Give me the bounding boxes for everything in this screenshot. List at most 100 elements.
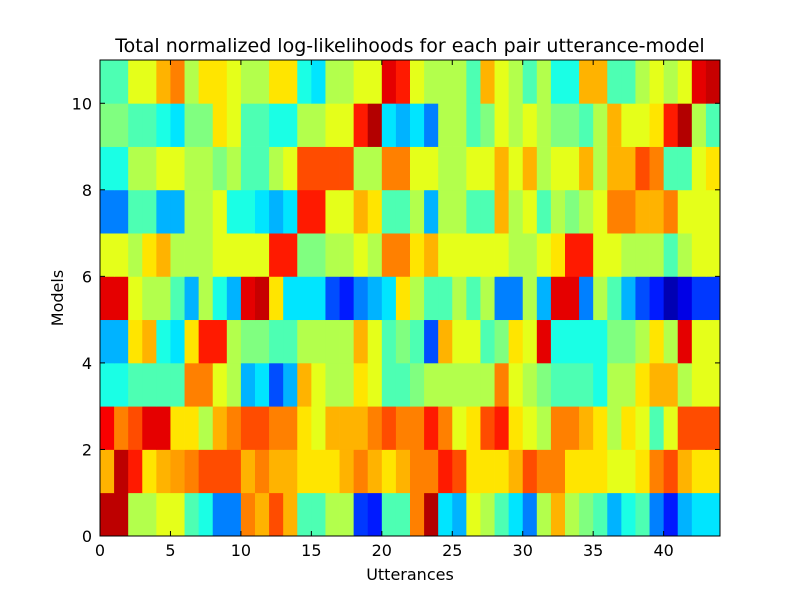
heatmap-cell — [452, 492, 467, 537]
heatmap-cell — [395, 146, 411, 191]
heatmap-cell — [395, 319, 411, 364]
heatmap-cell — [240, 449, 256, 494]
heatmap-cell — [367, 233, 383, 277]
heatmap-cell — [565, 362, 580, 407]
heatmap-cell — [142, 233, 157, 277]
heatmap-cell — [198, 60, 214, 104]
heatmap-cell — [367, 362, 383, 407]
heatmap-cell — [466, 146, 481, 191]
heatmap-cell — [353, 189, 369, 234]
heatmap-cell — [410, 406, 425, 450]
heatmap-cell — [353, 362, 369, 407]
heatmap-cell — [184, 233, 200, 277]
heatmap-cell — [438, 146, 453, 191]
heatmap-cell — [353, 319, 369, 364]
heatmap-cell — [494, 146, 510, 191]
heatmap-cell — [677, 492, 693, 537]
heatmap-cell — [255, 319, 270, 364]
heatmap-cell — [353, 492, 369, 537]
heatmap-cell — [367, 60, 383, 104]
heatmap-cell — [381, 406, 397, 450]
heatmap-cell — [142, 406, 157, 450]
heatmap-cell — [494, 189, 510, 234]
heatmap-cell — [170, 449, 185, 494]
x-tick-label: 40 — [653, 541, 673, 560]
heatmap-cell — [353, 449, 369, 494]
heatmap-cell — [663, 276, 679, 321]
heatmap-cell — [410, 103, 425, 147]
heatmap-cell — [663, 319, 679, 364]
heatmap-cell — [691, 189, 707, 234]
heatmap-cell — [283, 146, 298, 191]
heatmap-cell — [565, 406, 580, 450]
heatmap-cell — [480, 362, 495, 407]
heatmap-cell — [255, 362, 270, 407]
heatmap-cell — [452, 60, 467, 104]
heatmap-cell — [100, 276, 115, 321]
heatmap-cell — [410, 60, 425, 104]
heatmap-cell — [438, 406, 453, 450]
heatmap-cell — [536, 103, 552, 147]
heatmap-cell — [339, 103, 355, 147]
heatmap-cell — [508, 362, 524, 407]
heatmap-cell — [325, 449, 340, 494]
heatmap-cell — [240, 492, 256, 537]
heatmap-cell — [607, 362, 622, 407]
heatmap-cell — [269, 103, 284, 147]
heatmap-cell — [550, 492, 566, 537]
heatmap-cell — [283, 60, 298, 104]
heatmap-cell — [424, 146, 439, 191]
heatmap-cell — [593, 406, 608, 450]
heatmap-cell — [522, 492, 538, 537]
heatmap-cell — [565, 492, 580, 537]
heatmap-cell — [311, 189, 326, 234]
heatmap-cell — [550, 449, 566, 494]
heatmap-cell — [621, 276, 636, 321]
y-axis-ticks: 0 2 4 6 8 10 — [72, 94, 720, 546]
heatmap-cell — [212, 492, 228, 537]
heatmap-cell — [480, 492, 495, 537]
heatmap-cell — [649, 319, 665, 364]
heatmap-cell — [663, 362, 679, 407]
heatmap-cell — [621, 233, 636, 277]
heatmap-cell — [198, 362, 214, 407]
heatmap-cell — [100, 233, 115, 277]
heatmap-cell — [114, 103, 129, 147]
heatmap-cell — [367, 449, 383, 494]
heatmap-cell — [142, 362, 157, 407]
heatmap-cell — [565, 189, 580, 234]
heatmap-cell — [508, 406, 524, 450]
heatmap-cell — [212, 189, 228, 234]
heatmap-cell — [325, 406, 340, 450]
heatmap-cell — [255, 276, 270, 321]
heatmap-cell — [593, 189, 608, 234]
heatmap-cell — [297, 449, 312, 494]
x-tick-label: 35 — [583, 541, 603, 560]
heatmap-cell — [480, 449, 495, 494]
heatmap-cell — [226, 60, 242, 104]
heatmap-cell — [198, 146, 214, 191]
heatmap-cell — [579, 103, 594, 147]
heatmap-cell — [212, 319, 228, 364]
heatmap-cell — [649, 60, 665, 104]
heatmap-cell — [621, 60, 636, 104]
heatmap-cell — [691, 276, 707, 321]
heatmap-cell — [128, 319, 143, 364]
heatmap-cell — [705, 146, 721, 191]
heatmap-cell — [212, 103, 228, 147]
heatmap-cell — [565, 276, 580, 321]
heatmap-cell — [381, 362, 397, 407]
heatmap-cell — [508, 233, 524, 277]
heatmap-cell — [311, 319, 326, 364]
heatmap-cell — [424, 449, 439, 494]
heatmap-cell — [522, 406, 538, 450]
heatmap-cell — [635, 233, 650, 277]
heatmap-cell — [269, 449, 284, 494]
heatmap-cell — [508, 492, 524, 537]
heatmap-cell — [212, 233, 228, 277]
heatmap-cell — [466, 276, 481, 321]
heatmap-cell — [522, 449, 538, 494]
heatmap-cell — [325, 60, 340, 104]
heatmap-cell — [339, 319, 355, 364]
heatmap-cell — [621, 492, 636, 537]
